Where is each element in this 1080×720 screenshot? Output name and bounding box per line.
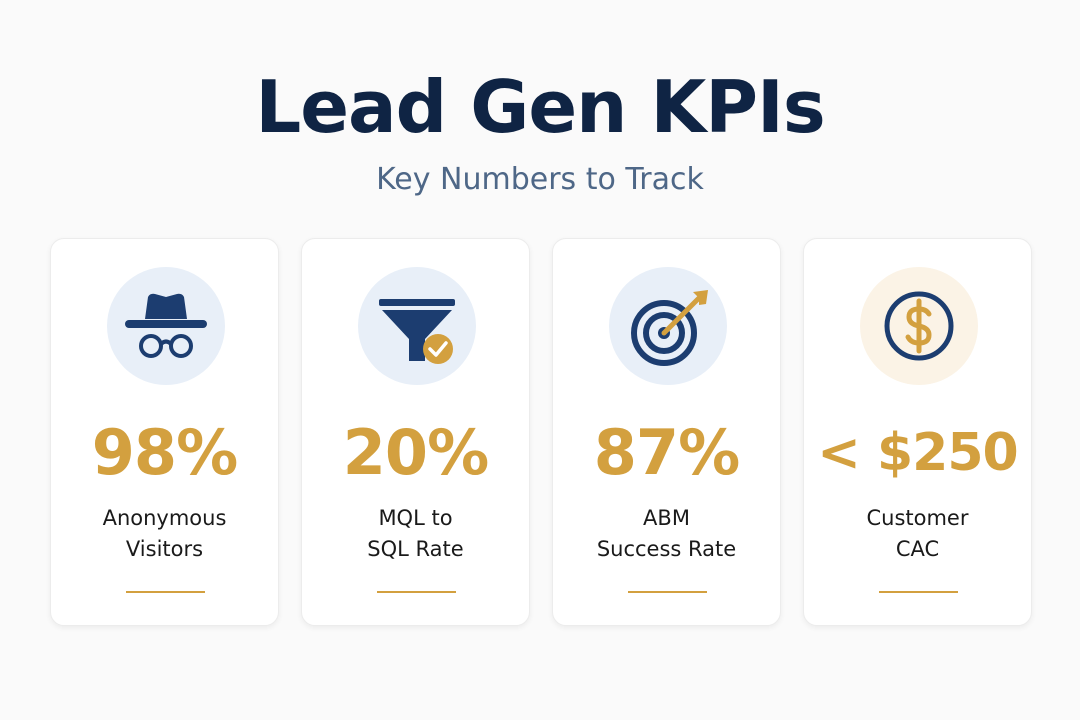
kpi-label: Anonymous Visitors: [51, 503, 278, 565]
kpi-label-line1: Anonymous: [102, 506, 227, 530]
funnel-check-icon: [358, 267, 476, 385]
kpi-label-line2: Visitors: [125, 537, 204, 561]
incognito-icon: [107, 267, 225, 385]
kpi-label-line2: CAC: [895, 537, 940, 561]
gold-divider: [628, 591, 707, 593]
kpi-cards: 98% Anonymous Visitors 20% MQL to SQL Ra…: [50, 238, 1032, 626]
target-arrow-icon: [609, 267, 727, 385]
gold-divider: [126, 591, 205, 593]
kpi-label-line1: MQL to: [378, 506, 453, 530]
dollar-coin-icon: [860, 267, 978, 385]
kpi-card-anonymous-visitors: 98% Anonymous Visitors: [50, 238, 279, 626]
kpi-value: < $250: [817, 423, 1018, 483]
kpi-card-mql-sql-rate: 20% MQL to SQL Rate: [301, 238, 530, 626]
kpi-card-abm-success-rate: 87% ABM Success Rate: [552, 238, 781, 626]
kpi-label-line2: Success Rate: [596, 537, 737, 561]
kpi-card-customer-cac: < $250 Customer CAC: [803, 238, 1032, 626]
page-subtitle: Key Numbers to Track: [376, 162, 704, 197]
kpi-value: 20%: [342, 416, 489, 489]
kpi-label-line1: Customer: [866, 506, 969, 530]
kpi-label-line2: SQL Rate: [367, 537, 464, 561]
kpi-value: 87%: [593, 416, 740, 489]
gold-divider: [377, 591, 456, 593]
gold-divider: [879, 591, 958, 593]
kpi-value: 98%: [91, 416, 238, 489]
kpi-label: Customer CAC: [804, 503, 1031, 565]
page-title: Lead Gen KPIs: [255, 65, 825, 149]
kpi-label: ABM Success Rate: [553, 503, 780, 565]
kpi-label-line1: ABM: [643, 506, 690, 530]
kpi-label: MQL to SQL Rate: [302, 503, 529, 565]
